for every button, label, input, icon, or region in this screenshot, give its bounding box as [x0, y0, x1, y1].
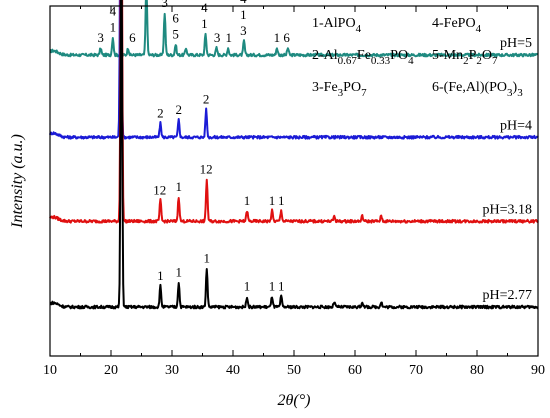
series-line-1 — [49, 0, 539, 140]
peak-label: 1 — [110, 20, 117, 35]
legend: 1-AlPO4 4-FePO4 2-Al0.67Fe0.33PO4 5-Mn2P2O7… — [312, 16, 523, 99]
peak-label: 1 — [244, 193, 251, 208]
peak-label: 5 — [172, 27, 179, 42]
peak-label: 4 — [110, 4, 117, 19]
x-tick-label: 80 — [470, 363, 484, 378]
series-label-layer: pH=5 pH=4 pH=3.18 pH=2.77 — [482, 36, 532, 303]
peak-label: 1 — [157, 268, 164, 283]
y-axis-label: Intensity (a.u.) — [9, 134, 26, 229]
peak-label: 1 — [278, 193, 285, 208]
x-tick-label: 10 — [43, 363, 57, 378]
peak-label: 3 — [161, 0, 168, 10]
peak-label: 6 — [172, 11, 179, 26]
peak-label: 1 — [244, 279, 251, 294]
series-line-0 — [49, 0, 539, 58]
peak-label: 1 — [269, 279, 276, 294]
peak-label: 1 — [175, 265, 182, 280]
series-layer — [49, 0, 539, 310]
peak-label: 3 — [97, 30, 104, 45]
series-label: pH=2.77 — [482, 288, 532, 303]
peak-label: 1 — [274, 30, 281, 45]
legend-entry: 3-Fe3PO7 — [312, 80, 367, 99]
peak-label: 1 — [278, 279, 285, 294]
peak-label: 1 — [269, 193, 276, 208]
x-tick-layer: 10 20 30 40 50 60 70 80 90 — [43, 6, 545, 378]
peak-label: 6 — [110, 0, 117, 3]
series-label: pH=4 — [500, 118, 532, 133]
peak-label: 6 — [129, 30, 136, 45]
peak-label: 3 — [214, 30, 221, 45]
peak-label: 1 — [175, 179, 182, 194]
x-tick-label: 40 — [226, 363, 240, 378]
peak-label: 2 — [157, 105, 164, 120]
legend-entry: 2-Al0.67Fe0.33PO4 — [312, 48, 414, 67]
legend-entry: 6-(Fe,Al)(PO3)3 — [432, 80, 523, 99]
peak-label: 2 — [175, 102, 182, 117]
x-tick-label: 90 — [531, 363, 545, 378]
x-tick-label: 60 — [348, 363, 362, 378]
x-tick-label: 50 — [287, 363, 301, 378]
x-tick-label: 70 — [409, 363, 423, 378]
peak-label: 1 — [204, 251, 211, 266]
peak-label: 3 — [240, 23, 247, 38]
x-axis-label: 2θ(°) — [278, 392, 311, 409]
peak-label: 1 — [225, 30, 232, 45]
peak-label: 4 — [240, 0, 247, 6]
legend-entry: 5-Mn2P2O7 — [432, 48, 498, 67]
peak-annotation-layer: 3641641536554131413162222121211211111111… — [97, 0, 290, 294]
peak-label: 4 — [201, 0, 208, 15]
peak-label: 2 — [203, 91, 210, 106]
peak-label: 1 — [240, 7, 247, 22]
legend-entry: 4-FePO4 — [432, 16, 482, 35]
x-tick-label: 30 — [165, 363, 179, 378]
peak-label: 1 — [201, 16, 208, 31]
series-label: pH=5 — [500, 36, 532, 51]
series-line-2 — [49, 0, 539, 224]
legend-entry: 1-AlPO4 — [312, 16, 362, 35]
x-tick-label: 20 — [104, 363, 118, 378]
peak-label: 12 — [153, 182, 166, 197]
peak-label: 12 — [200, 161, 213, 176]
peak-label: 6 — [283, 30, 290, 45]
series-label: pH=3.18 — [482, 202, 532, 217]
series-line-3 — [49, 0, 539, 310]
